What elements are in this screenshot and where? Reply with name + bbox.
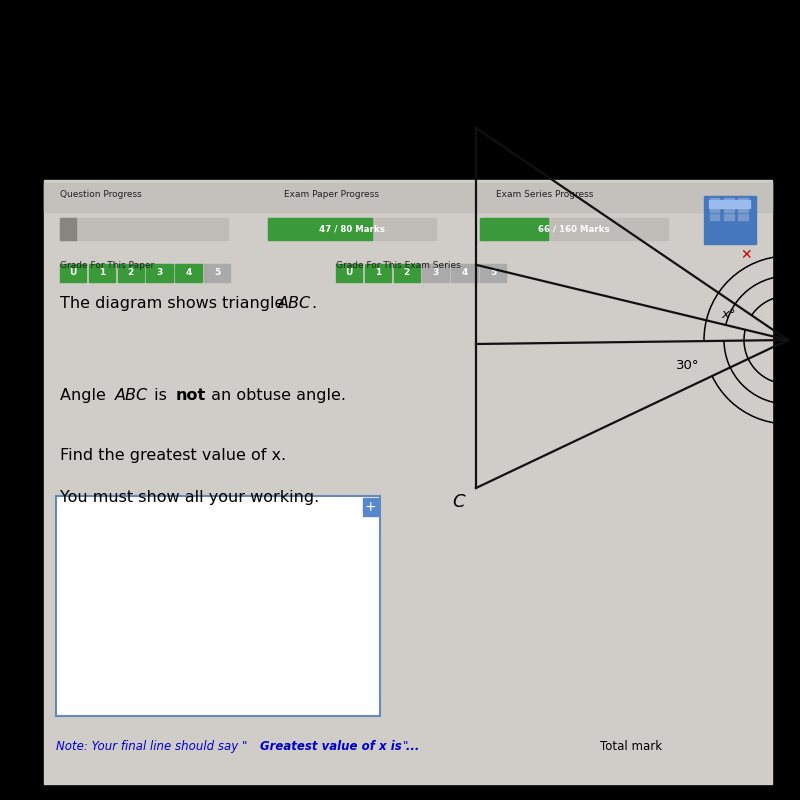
Text: B: B	[796, 330, 800, 347]
Text: Grade For This Exam Series: Grade For This Exam Series	[336, 261, 461, 270]
Text: U: U	[346, 268, 353, 278]
Bar	[738, 206, 748, 212]
Bar	[710, 198, 719, 204]
Text: A: A	[452, 105, 465, 122]
Bar	[44, 180, 772, 784]
Text: 4: 4	[186, 268, 191, 278]
Bar	[480, 218, 548, 240]
Bar	[480, 264, 506, 282]
Text: The diagram shows triangle: The diagram shows triangle	[60, 296, 290, 311]
Bar	[724, 198, 734, 204]
Text: Grade For This Paper: Grade For This Paper	[60, 261, 154, 270]
Bar	[738, 198, 748, 204]
Bar	[56, 496, 380, 716]
Bar	[268, 218, 372, 240]
Bar	[710, 214, 719, 220]
Bar	[268, 218, 436, 240]
Text: 3: 3	[157, 268, 162, 278]
Bar	[451, 264, 478, 282]
Text: Angle: Angle	[60, 388, 111, 403]
Bar	[44, 183, 772, 212]
Bar	[480, 218, 668, 240]
Text: 2: 2	[404, 268, 410, 278]
Text: 4: 4	[462, 268, 467, 278]
Text: an obtuse angle.: an obtuse angle.	[206, 388, 346, 403]
Text: U: U	[70, 268, 77, 278]
Bar	[0, 0, 800, 176]
Bar	[710, 206, 719, 212]
Bar	[336, 264, 362, 282]
Text: Find the greatest value of x.: Find the greatest value of x.	[60, 448, 286, 463]
Bar	[365, 264, 391, 282]
Text: is: is	[149, 388, 172, 403]
Text: Note: Your final line should say ": Note: Your final line should say "	[56, 740, 247, 753]
Text: Question Progress: Question Progress	[60, 190, 142, 199]
Bar	[175, 264, 202, 282]
Text: 1: 1	[375, 268, 381, 278]
Text: 2: 2	[128, 268, 134, 278]
Text: 5: 5	[490, 268, 496, 278]
Text: Exam Paper Progress: Exam Paper Progress	[284, 190, 379, 199]
Text: 3: 3	[433, 268, 438, 278]
Bar	[738, 214, 748, 220]
Text: ABC: ABC	[278, 296, 310, 311]
Text: x°: x°	[722, 308, 736, 322]
Bar	[60, 218, 76, 240]
Text: 1: 1	[99, 268, 105, 278]
Bar	[709, 200, 750, 208]
Text: Exam Series Progress: Exam Series Progress	[496, 190, 594, 199]
Text: You must show all your working.: You must show all your working.	[60, 490, 319, 505]
Text: .: .	[311, 296, 316, 311]
Bar	[146, 264, 173, 282]
Bar	[704, 196, 756, 244]
Bar	[118, 264, 144, 282]
Text: 30°: 30°	[676, 359, 700, 372]
Text: ✕: ✕	[741, 248, 752, 262]
Text: C: C	[452, 494, 465, 511]
Bar	[89, 264, 115, 282]
Bar	[60, 218, 228, 240]
Bar	[60, 264, 86, 282]
Bar	[422, 264, 449, 282]
Text: ": "	[402, 740, 408, 753]
Bar	[204, 264, 230, 282]
Text: 5: 5	[214, 268, 220, 278]
Bar	[724, 206, 734, 212]
Bar	[394, 264, 420, 282]
Text: Total mark: Total mark	[600, 740, 662, 753]
Text: +: +	[365, 500, 376, 514]
Text: 66 / 160 Marks: 66 / 160 Marks	[538, 224, 610, 234]
Text: Greatest value of x is ...: Greatest value of x is ...	[260, 740, 419, 753]
Text: ABC: ABC	[114, 388, 147, 403]
Bar	[724, 214, 734, 220]
Text: 47 / 80 Marks: 47 / 80 Marks	[319, 224, 385, 234]
Text: not: not	[176, 388, 206, 403]
